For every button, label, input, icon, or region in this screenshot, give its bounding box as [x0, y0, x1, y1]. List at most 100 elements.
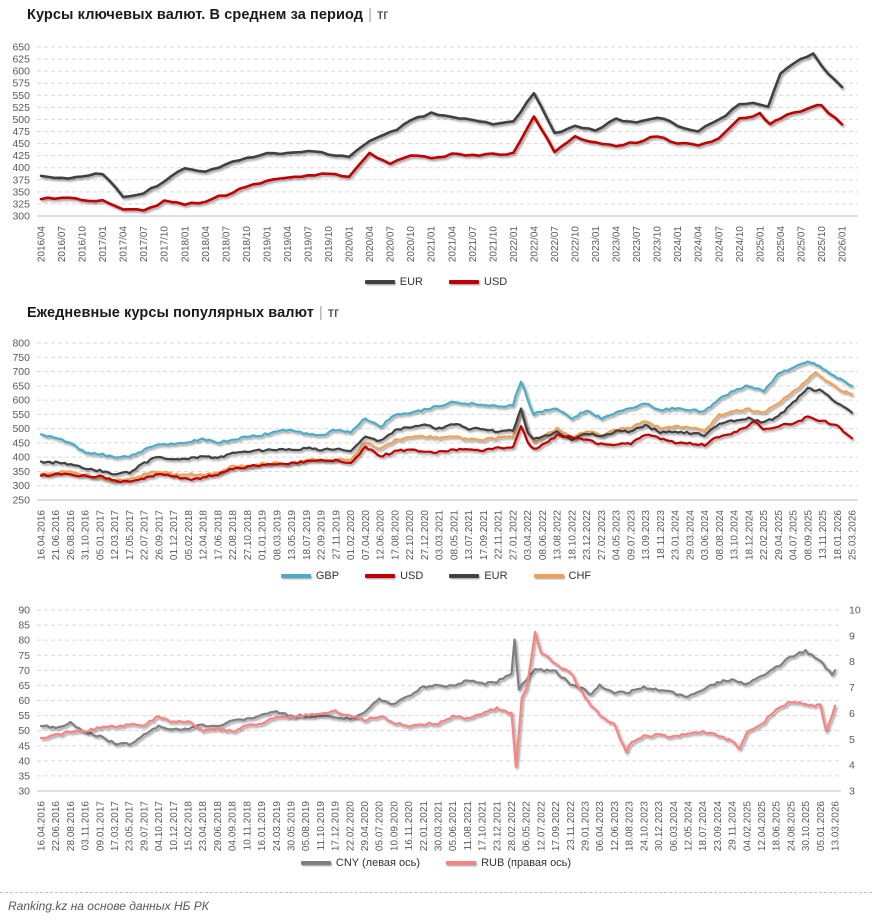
legend-label: USD	[484, 276, 508, 288]
x-axis-tick-label: 22.07.2017	[140, 510, 151, 560]
y-axis-tick-label: 550	[12, 409, 30, 421]
x-axis-tick-label: 2017/10	[160, 226, 171, 263]
y-axis-tick-label: 350	[12, 466, 30, 478]
x-axis-tick-label: 2016/07	[57, 226, 68, 263]
x-axis-tick-label: 2022/01	[509, 226, 520, 263]
x-axis-tick-label: 2017/07	[139, 226, 150, 263]
y-axis-right-tick-label: 4	[849, 760, 855, 772]
chart2-title-text: Ежедневные курсы популярных валют	[27, 305, 314, 321]
x-axis-tick-label: 18.12.2024	[744, 510, 755, 560]
x-axis-tick-label: 03.03.2021	[435, 510, 446, 560]
x-axis-tick-label: 2022/10	[571, 226, 582, 263]
x-axis-tick-label: 04.05.2023	[612, 510, 623, 560]
y-axis-tick-label: 500	[12, 423, 30, 435]
y-axis-tick-label: 650	[12, 42, 30, 54]
legend-item-EUR: EUR	[364, 276, 423, 288]
y-axis-tick-label: 375	[12, 174, 30, 186]
x-axis-tick-label: 03.11.2016	[81, 801, 92, 851]
legend-swatch	[365, 574, 396, 578]
x-axis-tick-label: 24.10.2023	[639, 801, 650, 851]
x-axis-tick-label: 27.01.2022	[508, 510, 519, 560]
x-axis-tick-label: 23.05.2017	[125, 801, 136, 851]
chart-2: 800 750 700 650 600 550 500 450 400 350 300 250 16.0…	[12, 338, 858, 561]
chart2-title: Ежедневные курсы популярных валют | тг	[27, 304, 339, 321]
legend-item-RUB: RUB (правая ось)	[446, 857, 571, 869]
x-axis-tick-label: 27.10.2018	[243, 510, 254, 560]
x-axis-tick-label: 15.02.2018	[184, 801, 195, 851]
x-axis-tick-label: 22.02.2025	[759, 510, 770, 560]
y-axis-tick-label: 800	[12, 338, 30, 350]
legend-swatch	[446, 861, 477, 865]
chart2-title-separator: |	[318, 304, 323, 321]
x-axis-tick-label: 18.08.2023	[625, 801, 636, 851]
x-axis-tick-label: 30.05.2019	[286, 801, 297, 851]
x-axis-tick-label: 30.03.2021	[434, 801, 445, 851]
x-axis-tick-label: 23.09.2024	[713, 801, 724, 851]
legend-swatch	[449, 574, 480, 578]
chart2-title-unit: тг	[327, 305, 340, 320]
legend-item-USD: USD	[449, 276, 507, 288]
x-axis-tick-label: 05.01.2017	[95, 510, 106, 560]
x-axis-tick-label: 16.11.2020	[404, 801, 415, 851]
x-axis-tick-label: 17.08.2020	[390, 510, 401, 560]
x-axis-tick-label: 17.12.2019	[331, 801, 342, 851]
x-axis-tick-label: 18.10.2022	[567, 510, 578, 560]
x-axis-tick-label: 2021/10	[488, 226, 499, 263]
series-line-CHF	[39, 371, 854, 483]
series-line-USD	[39, 415, 854, 484]
x-axis-tick-label: 2023/04	[612, 226, 623, 263]
x-axis-tick-label: 2019/04	[283, 226, 294, 263]
x-axis-tick-label: 2020/10	[406, 226, 417, 263]
series-line-EUR	[39, 52, 844, 199]
y-axis-tick-label: 350	[12, 186, 30, 198]
x-axis-tick-label: 08.08.2024	[715, 510, 726, 560]
x-axis-tick-label: 12.05.2024	[683, 801, 694, 851]
x-axis-tick-label: 05.01.2026	[816, 801, 827, 851]
x-axis-tick-label: 18.01.2026	[833, 510, 844, 560]
x-axis-tick-label: 13.08.2022	[553, 510, 564, 560]
x-axis-tick-label: 08.03.2019	[272, 510, 283, 560]
x-axis-tick-label: 17.09.2021	[479, 510, 490, 560]
legend-item-GBP: GBP	[280, 570, 339, 582]
y-axis-tick-label: 35	[18, 770, 30, 782]
x-axis-tick-label: 05.06.2021	[448, 801, 459, 851]
y-axis-tick-label: 500	[12, 114, 30, 126]
x-axis-tick-label: 23.12.2021	[492, 801, 503, 851]
y-axis-right-tick-label: 7	[849, 682, 855, 694]
x-axis-tick-label: 04.10.2017	[154, 801, 165, 851]
legend-item-EUR: EUR	[449, 570, 508, 582]
y-axis-tick-label: 70	[18, 665, 30, 677]
x-axis-tick-label: 29.07.2017	[139, 801, 150, 851]
y-axis-tick-label: 600	[12, 66, 30, 78]
y-axis-right-tick-label: 8	[849, 656, 855, 668]
x-axis-tick-label: 01.01.2019	[258, 510, 269, 560]
x-axis-tick-label: 2024/04	[694, 226, 705, 263]
x-axis-tick-label: 13.03.2026	[831, 801, 842, 851]
series-line-CNY	[39, 638, 837, 746]
x-axis-tick-label: 06.05.2022	[522, 801, 533, 851]
x-axis-tick-label: 13.09.2023	[641, 510, 652, 560]
x-axis-tick-label: 2019/01	[262, 226, 273, 263]
y-axis-tick-label: 400	[12, 452, 30, 464]
x-axis-tick-label: 29.01.2023	[581, 801, 592, 851]
x-axis-tick-label: 27.12.2020	[420, 510, 431, 560]
x-axis-tick-label: 18.07.2019	[302, 510, 313, 560]
legend-label: CNY (левая ось)	[335, 857, 421, 869]
x-axis-tick-label: 16.04.2016	[37, 801, 48, 851]
x-axis-tick-label: 17.03.2017	[110, 801, 121, 851]
y-axis-tick-label: 550	[12, 90, 30, 102]
x-axis-tick-label: 27.11.2019	[331, 510, 342, 560]
legend-label: RUB (правая ось)	[481, 857, 572, 869]
y-axis-right-tick-label: 3	[849, 786, 855, 798]
x-axis-tick-label: 04.09.2018	[228, 801, 239, 851]
x-axis-tick-label: 10.12.2017	[169, 801, 180, 851]
y-axis-tick-label: 450	[12, 138, 30, 150]
x-axis-tick-label: 06.03.2024	[669, 801, 680, 851]
x-axis-tick-label: 01.02.2020	[346, 510, 357, 560]
x-axis-tick-label: 08.05.2021	[449, 510, 460, 560]
x-axis-tick-label: 21.06.2016	[51, 510, 62, 560]
x-axis-tick-label: 22.01.2021	[419, 801, 430, 851]
y-axis-tick-label: 50	[18, 725, 30, 737]
